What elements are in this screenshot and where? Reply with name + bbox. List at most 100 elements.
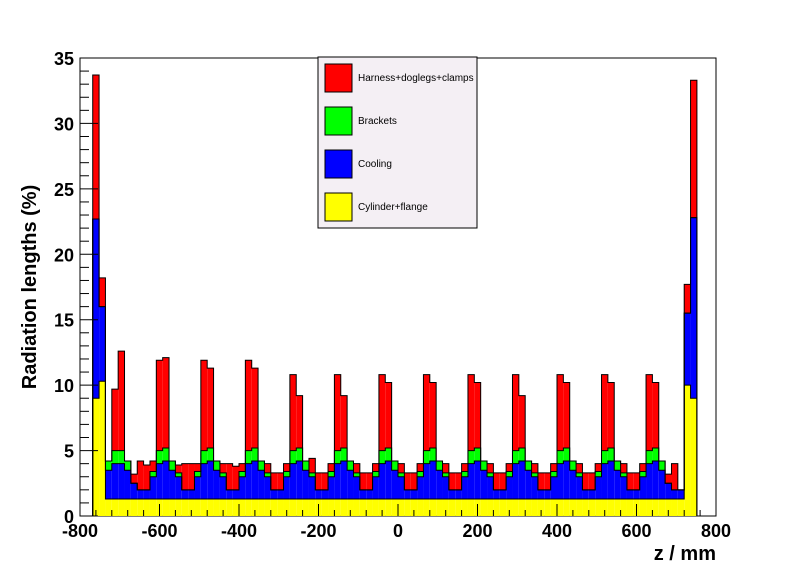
bar-brackets bbox=[245, 450, 252, 464]
bar-cylinder-flange bbox=[442, 498, 449, 516]
bar-harness-doglegs-clamps bbox=[550, 463, 557, 472]
bar-brackets bbox=[296, 447, 303, 462]
bar-brackets bbox=[436, 461, 443, 471]
bar-cylinder-flange bbox=[378, 498, 386, 516]
bar-cooling bbox=[366, 489, 373, 499]
legend-swatch-harness-doglegs-clamps bbox=[324, 63, 353, 93]
y-tick-label: 15 bbox=[54, 311, 74, 331]
bar-cooling bbox=[398, 476, 405, 499]
bar-harness-doglegs-clamps bbox=[544, 472, 551, 490]
bar-cooling bbox=[404, 489, 411, 499]
bar-cooling bbox=[658, 470, 666, 499]
bar-cooling bbox=[372, 476, 379, 499]
bar-cooling bbox=[92, 218, 100, 399]
bar-cylinder-flange bbox=[544, 498, 551, 516]
bar-harness-doglegs-clamps bbox=[353, 463, 360, 473]
bar-brackets bbox=[118, 450, 125, 464]
bar-cylinder-flange bbox=[480, 498, 488, 516]
bar-harness-doglegs-clamps bbox=[99, 277, 106, 307]
bar-harness-doglegs-clamps bbox=[493, 472, 500, 490]
bar-cooling bbox=[99, 306, 106, 382]
bar-cooling bbox=[308, 476, 316, 499]
bar-harness-doglegs-clamps bbox=[607, 382, 615, 448]
bar-cylinder-flange bbox=[576, 498, 583, 516]
bar-cylinder-flange bbox=[467, 498, 475, 516]
bar-cooling bbox=[614, 470, 621, 499]
bar-cooling bbox=[347, 470, 354, 499]
bar-harness-doglegs-clamps bbox=[461, 463, 468, 472]
bar-cooling bbox=[175, 476, 182, 499]
bar-cylinder-flange bbox=[175, 498, 182, 516]
bar-brackets bbox=[378, 450, 386, 464]
bar-cooling bbox=[111, 463, 119, 499]
bar-cooling bbox=[105, 470, 112, 499]
bar-brackets bbox=[652, 447, 659, 462]
bar-cylinder-flange bbox=[194, 498, 201, 516]
bar-harness-doglegs-clamps bbox=[588, 472, 596, 490]
bar-cylinder-flange bbox=[200, 498, 208, 516]
bar-cylinder-flange bbox=[149, 498, 157, 516]
bar-brackets bbox=[550, 471, 557, 477]
bar-cooling bbox=[162, 461, 170, 499]
bar-cooling bbox=[684, 313, 691, 386]
bar-brackets bbox=[169, 461, 176, 471]
bar-cooling bbox=[525, 470, 532, 499]
bar-harness-doglegs-clamps bbox=[264, 463, 271, 473]
bar-cooling bbox=[436, 470, 443, 499]
bar-cylinder-flange bbox=[398, 498, 405, 516]
bar-cylinder-flange bbox=[181, 498, 189, 516]
bar-cooling bbox=[557, 463, 564, 499]
bar-cylinder-flange bbox=[569, 498, 577, 516]
bar-cooling bbox=[461, 476, 468, 499]
bar-harness-doglegs-clamps bbox=[137, 461, 144, 490]
bar-harness-doglegs-clamps bbox=[118, 351, 125, 451]
bar-cooling bbox=[188, 489, 195, 499]
bar-brackets bbox=[156, 450, 163, 464]
bar-cylinder-flange bbox=[347, 498, 354, 516]
bar-cylinder-flange bbox=[391, 498, 398, 516]
bar-harness-doglegs-clamps bbox=[372, 463, 379, 472]
bar-cooling bbox=[289, 463, 297, 499]
bar-brackets bbox=[372, 471, 379, 477]
bar-brackets bbox=[175, 472, 182, 477]
bar-cylinder-flange bbox=[531, 498, 538, 516]
bar-cylinder-flange bbox=[321, 498, 329, 516]
bar-harness-doglegs-clamps bbox=[340, 395, 348, 448]
bar-cylinder-flange bbox=[448, 498, 456, 516]
bar-brackets bbox=[328, 471, 335, 477]
bar-cooling bbox=[576, 476, 583, 499]
bar-harness-doglegs-clamps bbox=[296, 395, 303, 448]
bar-brackets bbox=[398, 472, 405, 477]
bar-harness-doglegs-clamps bbox=[162, 357, 170, 448]
bar-cylinder-flange bbox=[404, 498, 411, 516]
bar-cooling bbox=[531, 476, 538, 499]
bar-harness-doglegs-clamps bbox=[626, 472, 634, 490]
bar-cylinder-flange bbox=[239, 498, 246, 516]
bar-harness-doglegs-clamps bbox=[398, 463, 405, 473]
bar-harness-doglegs-clamps bbox=[219, 463, 227, 473]
y-tick-label: 30 bbox=[54, 114, 74, 134]
bar-cylinder-flange bbox=[213, 498, 220, 516]
bar-cylinder-flange bbox=[677, 498, 685, 516]
bar-cylinder-flange bbox=[493, 498, 500, 516]
bar-cylinder-flange bbox=[550, 498, 557, 516]
bar-cylinder-flange bbox=[162, 498, 170, 516]
bar-cylinder-flange bbox=[665, 498, 672, 516]
bar-cooling bbox=[607, 461, 615, 499]
bar-brackets bbox=[423, 450, 430, 464]
bar-harness-doglegs-clamps bbox=[448, 472, 456, 490]
bar-brackets bbox=[525, 461, 532, 471]
bar-cooling bbox=[194, 476, 201, 499]
bar-cooling bbox=[200, 463, 208, 499]
bar-cylinder-flange bbox=[620, 498, 627, 516]
bar-cooling bbox=[149, 476, 157, 499]
bar-harness-doglegs-clamps bbox=[283, 463, 290, 472]
bar-brackets bbox=[308, 472, 316, 477]
bar-brackets bbox=[595, 471, 602, 477]
bar-brackets bbox=[239, 471, 246, 477]
bar-cooling bbox=[595, 476, 602, 499]
bar-harness-doglegs-clamps bbox=[334, 374, 341, 451]
bar-cooling bbox=[487, 476, 494, 499]
bar-cylinder-flange bbox=[639, 498, 647, 516]
bar-cylinder-flange bbox=[328, 498, 335, 516]
